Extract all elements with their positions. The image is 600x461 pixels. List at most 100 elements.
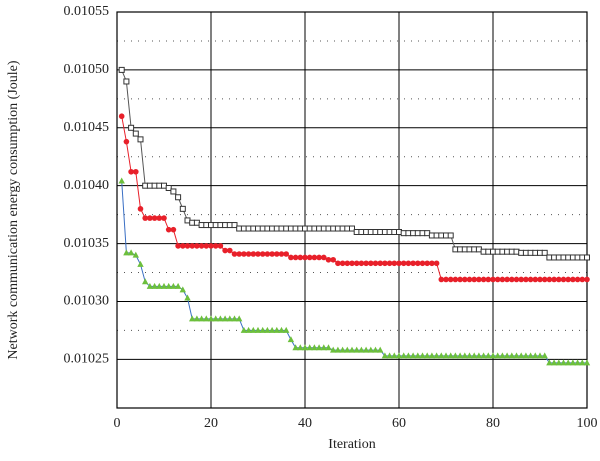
marker xyxy=(311,254,318,261)
marker xyxy=(461,352,468,359)
marker xyxy=(518,352,525,359)
marker xyxy=(348,346,356,353)
marker xyxy=(513,276,520,283)
marker xyxy=(174,282,182,289)
marker xyxy=(274,251,280,257)
marker xyxy=(400,352,407,359)
marker xyxy=(442,352,450,359)
marker xyxy=(438,276,445,283)
marker xyxy=(499,276,506,283)
marker xyxy=(306,344,313,351)
marker xyxy=(184,294,191,301)
marker xyxy=(358,346,365,353)
marker xyxy=(175,194,182,201)
marker xyxy=(541,276,548,283)
marker xyxy=(523,276,529,283)
marker xyxy=(537,276,543,283)
marker xyxy=(536,352,544,359)
marker xyxy=(569,359,577,366)
marker xyxy=(485,276,492,283)
marker xyxy=(283,251,290,257)
marker xyxy=(583,359,591,366)
marker xyxy=(118,66,125,73)
marker xyxy=(546,359,553,366)
marker xyxy=(574,276,581,283)
marker xyxy=(409,352,417,359)
marker xyxy=(556,276,562,283)
marker xyxy=(489,352,497,359)
marker xyxy=(396,260,402,267)
marker xyxy=(198,243,205,249)
x-tick-label: 60 xyxy=(392,416,406,431)
marker xyxy=(297,254,304,261)
marker xyxy=(555,359,562,366)
marker xyxy=(391,352,398,359)
marker xyxy=(462,276,468,283)
marker xyxy=(419,260,426,267)
marker xyxy=(541,352,548,359)
marker xyxy=(146,282,154,289)
marker xyxy=(457,276,463,283)
x-tick-label: 20 xyxy=(204,416,218,431)
marker xyxy=(584,254,590,261)
marker xyxy=(194,243,200,249)
marker xyxy=(414,352,421,359)
marker xyxy=(278,326,285,333)
marker xyxy=(410,260,416,267)
y-tick-label: 0.01035 xyxy=(64,236,110,251)
marker xyxy=(118,113,125,120)
marker xyxy=(415,260,421,267)
marker xyxy=(287,336,295,343)
marker xyxy=(339,260,346,267)
marker xyxy=(165,226,172,233)
y-tick-label: 0.01055 xyxy=(64,4,110,19)
y-tick-label: 0.01025 xyxy=(64,352,110,367)
marker xyxy=(170,282,177,289)
marker xyxy=(503,352,511,359)
marker xyxy=(565,276,571,283)
y-tick-label: 0.01050 xyxy=(64,62,110,77)
marker xyxy=(447,232,454,239)
marker xyxy=(283,326,290,333)
marker xyxy=(137,136,144,143)
marker xyxy=(132,130,139,137)
marker xyxy=(565,359,572,366)
marker xyxy=(400,260,407,267)
marker xyxy=(367,346,374,353)
marker xyxy=(278,251,285,257)
marker xyxy=(302,254,308,261)
marker xyxy=(240,326,248,333)
marker xyxy=(499,352,506,359)
marker xyxy=(480,276,487,283)
marker xyxy=(570,276,576,283)
marker xyxy=(151,215,158,221)
marker xyxy=(226,315,233,322)
marker xyxy=(142,278,149,285)
marker xyxy=(255,251,261,257)
marker xyxy=(123,138,130,145)
marker xyxy=(527,276,534,283)
marker xyxy=(259,251,266,257)
marker xyxy=(391,260,398,267)
marker xyxy=(546,276,553,283)
marker xyxy=(339,346,346,353)
marker xyxy=(358,260,365,267)
marker xyxy=(212,243,219,249)
marker xyxy=(151,282,158,289)
marker xyxy=(419,352,426,359)
marker xyxy=(245,326,252,333)
marker xyxy=(198,315,205,322)
marker xyxy=(208,243,214,249)
marker xyxy=(165,185,172,191)
marker xyxy=(273,326,280,333)
marker xyxy=(560,276,567,283)
marker xyxy=(349,260,355,267)
x-tick-label: 100 xyxy=(577,416,598,431)
marker xyxy=(579,359,586,366)
marker xyxy=(532,276,539,283)
marker xyxy=(292,254,299,261)
marker xyxy=(264,251,271,257)
marker xyxy=(335,260,341,267)
marker xyxy=(175,243,181,249)
